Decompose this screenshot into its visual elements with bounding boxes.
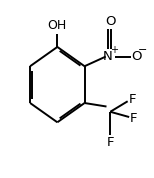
Text: OH: OH (48, 19, 67, 32)
Text: F: F (130, 112, 138, 125)
Text: +: + (111, 44, 119, 55)
Text: −: − (138, 44, 148, 55)
Text: O: O (105, 15, 116, 28)
Text: N: N (103, 50, 113, 63)
Text: F: F (107, 136, 114, 149)
Text: O: O (132, 50, 142, 63)
Text: F: F (128, 93, 136, 106)
